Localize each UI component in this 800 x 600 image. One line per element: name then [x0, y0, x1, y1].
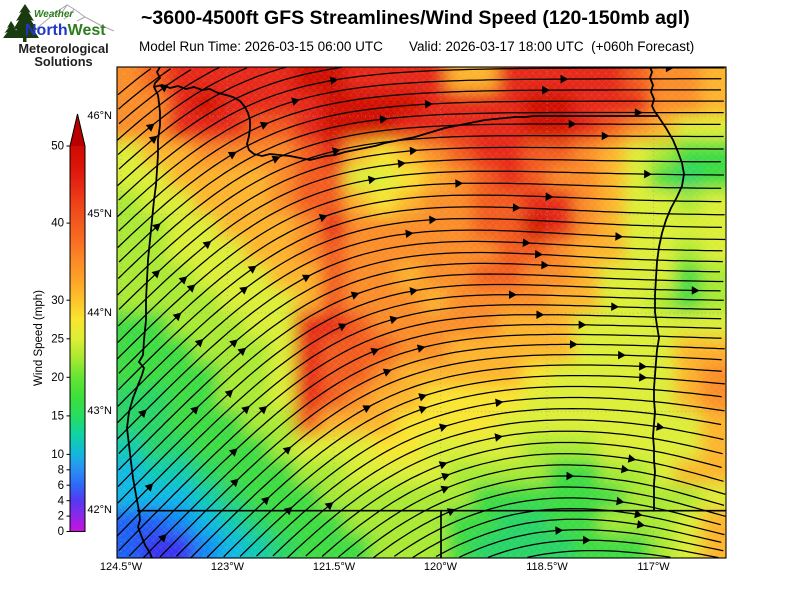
svg-text:Weather: Weather	[34, 9, 74, 20]
svg-text:8: 8	[58, 464, 64, 476]
svg-text:0: 0	[58, 526, 64, 538]
svg-text:20: 20	[51, 372, 64, 384]
svg-text:25: 25	[51, 333, 64, 345]
svg-text:10: 10	[51, 449, 64, 461]
svg-text:40: 40	[51, 218, 64, 230]
svg-text:4: 4	[58, 495, 65, 507]
svg-text:NorthWest: NorthWest	[25, 22, 106, 39]
svg-text:2: 2	[58, 511, 64, 523]
svg-text:15: 15	[51, 411, 64, 423]
svg-text:6: 6	[58, 480, 64, 492]
svg-text:50: 50	[51, 141, 64, 153]
svg-text:Wind Speed (mph): Wind Speed (mph)	[33, 290, 45, 386]
svg-text:30: 30	[51, 295, 64, 307]
